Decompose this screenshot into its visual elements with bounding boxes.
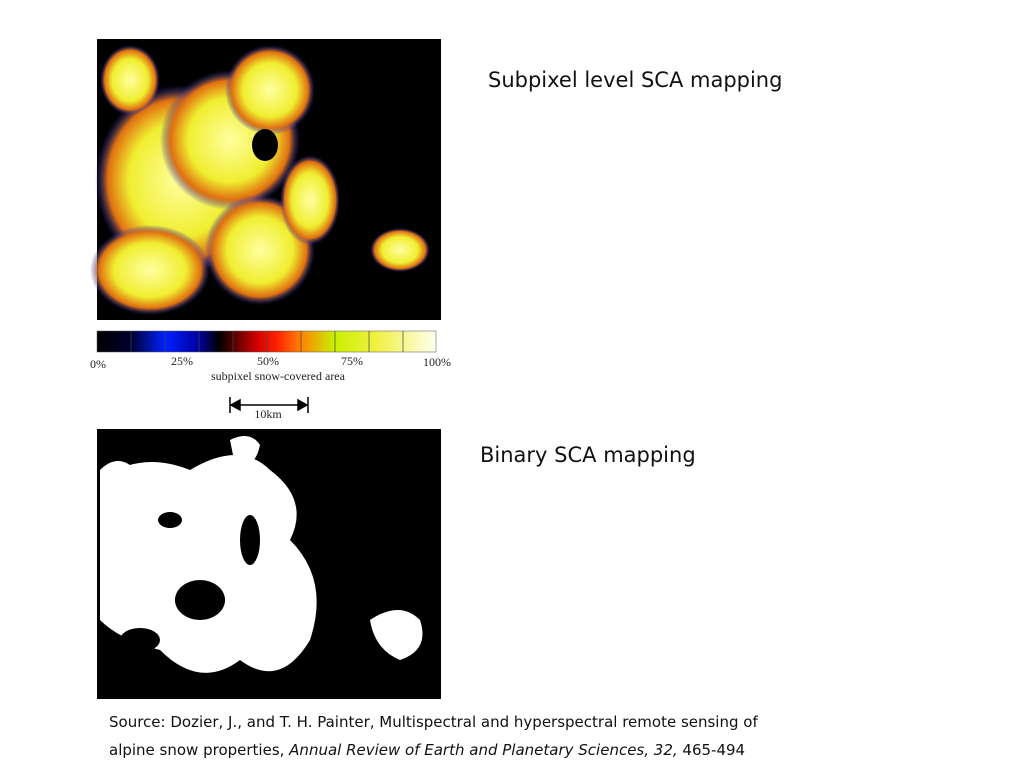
scale-label: 10km [254,407,282,421]
bottom-caption: Binary SCA mapping [480,443,696,467]
snow-map [90,45,430,315]
colorbar-label: subpixel snow-covered area [211,369,346,383]
journal: Annual Review of Earth and Planetary Sci… [289,741,678,759]
colorbar-dividers [130,331,404,352]
colorbar-tick: 100% [423,355,451,369]
binary-gaps [120,512,260,652]
colorbar-tick: 25% [171,354,193,368]
colorbar-tick: 50% [257,354,279,368]
colorbar-tick: 75% [341,354,363,368]
colorbar-tick: 0% [90,357,106,371]
source-line: alpine snow properties, Annual Review of… [109,741,745,759]
source-text: alpine snow properties, [109,741,290,759]
pages: 465-494 [677,741,746,759]
scale-bar [229,397,309,413]
source-line: Source: Dozier, J., and T. H. Painter, M… [109,713,758,731]
binary-snow-map [100,436,423,673]
colorbar [96,330,437,353]
top-caption: Subpixel level SCA mapping [488,68,783,92]
